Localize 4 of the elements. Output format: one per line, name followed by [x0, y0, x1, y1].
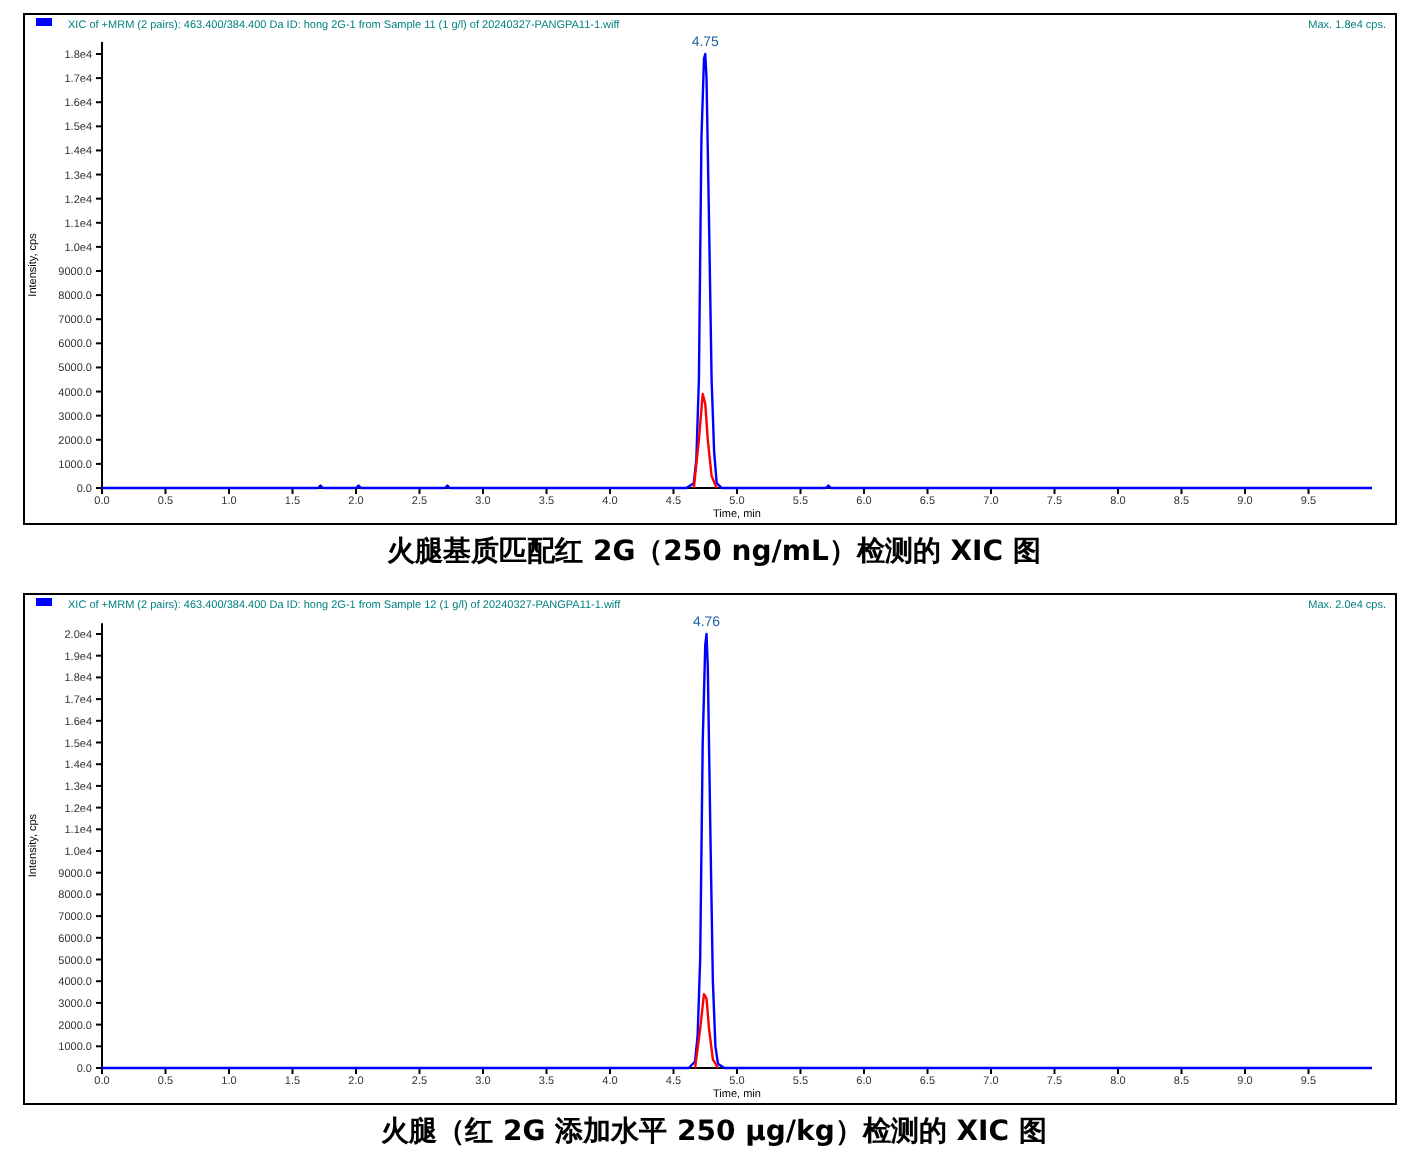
text: 火腿（红 2G 添加水平 250 μg/kg）检测的 XIC 图 [381, 1116, 1047, 1148]
line-series [693, 993, 720, 1070]
text: 火腿基质匹配红 2G（250 ng/mL）检测的 XIC 图 [387, 534, 1041, 568]
line-series [692, 392, 718, 490]
